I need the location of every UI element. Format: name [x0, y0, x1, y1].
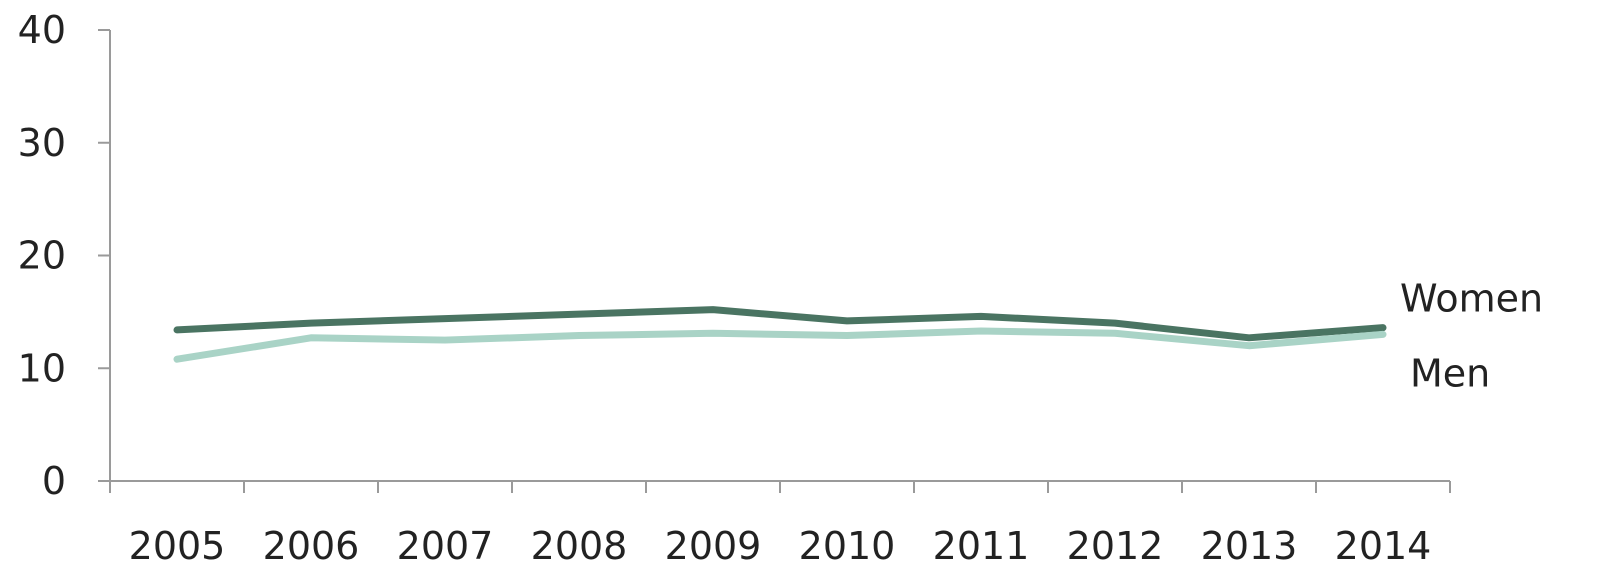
- series-label-men: Men: [1410, 351, 1490, 395]
- y-tick-label: 40: [18, 8, 66, 52]
- y-axis: 0 10 20 30 40: [18, 8, 111, 503]
- series-layer: [173, 306, 1387, 363]
- y-tick-label: 20: [18, 234, 66, 278]
- x-tick-label: 2010: [799, 524, 896, 568]
- x-tick-label: 2011: [933, 524, 1030, 568]
- x-tick-label: 2007: [397, 524, 494, 568]
- x-tick-label: 2012: [1067, 524, 1164, 568]
- x-tick-label: 2005: [129, 524, 226, 568]
- y-tick-label: 10: [18, 346, 66, 390]
- x-tick-label: 2008: [531, 524, 628, 568]
- x-tick-label: 2009: [665, 524, 762, 568]
- x-tick-label: 2006: [263, 524, 360, 568]
- x-tick-label: 2013: [1201, 524, 1298, 568]
- y-tick-label: 0: [42, 459, 66, 503]
- y-tick-label: 30: [18, 121, 66, 165]
- series-label-women: Women: [1400, 277, 1543, 321]
- series-labels: Women Men: [1400, 277, 1543, 396]
- series-line-men: [173, 327, 1387, 363]
- x-tick-label: 2014: [1335, 524, 1432, 568]
- x-axis: 2005 2006 2007 2008 2009 2010 2011 2012 2013 2014: [109, 480, 1451, 568]
- series-line-women: [173, 306, 1387, 342]
